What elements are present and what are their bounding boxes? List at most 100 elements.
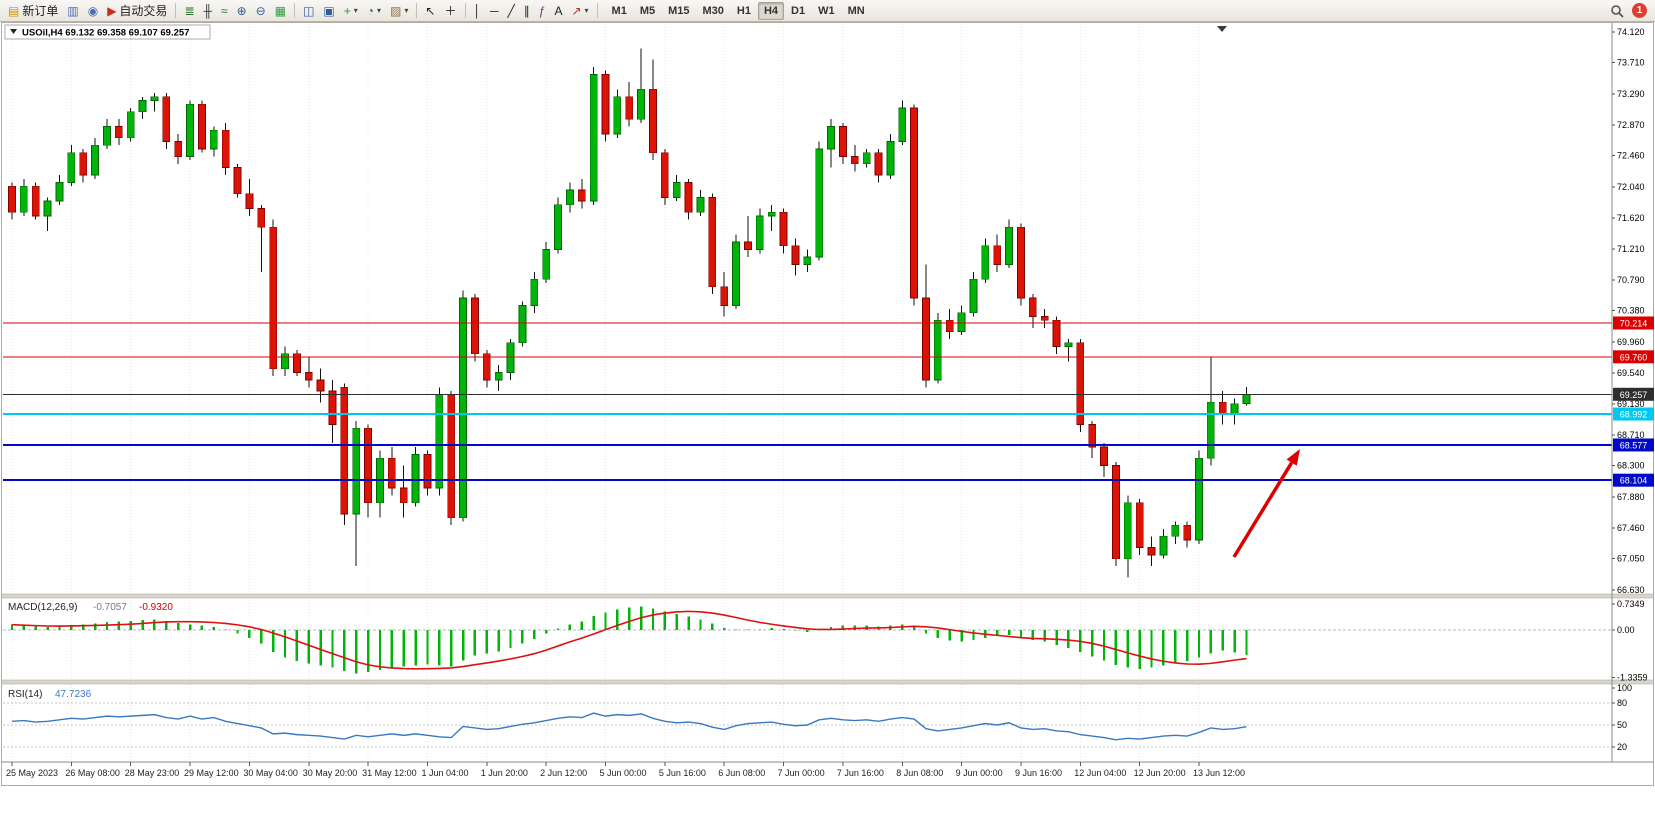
svg-text:6 Jun 08:00: 6 Jun 08:00 — [718, 768, 765, 778]
tile-windows-button[interactable]: ◫ — [299, 1, 318, 21]
periods-button[interactable]: ◔ ▾ — [363, 1, 385, 21]
toolbar-separator — [175, 3, 177, 18]
svg-text:67.050: 67.050 — [1617, 554, 1645, 564]
channel-button[interactable]: ∥ — [520, 1, 534, 21]
toolbar-right-cluster: 1 — [1610, 3, 1651, 18]
svg-text:9 Jun 00:00: 9 Jun 00:00 — [956, 768, 1003, 778]
price-tag — [1613, 350, 1654, 364]
timeframe-m1[interactable]: M1 — [611, 4, 627, 17]
auto-trading-button[interactable]: ▶ 自动交易 — [103, 1, 171, 21]
svg-text:70.380: 70.380 — [1617, 306, 1645, 316]
toolbar-icon: ◫ — [303, 3, 315, 18]
svg-text:29 May 12:00: 29 May 12:00 — [184, 768, 239, 778]
svg-text:-1.3359: -1.3359 — [1617, 672, 1648, 682]
svg-text:47.7236: 47.7236 — [55, 689, 92, 700]
svg-text:68.710: 68.710 — [1617, 430, 1645, 440]
svg-text:12 Jun 20:00: 12 Jun 20:00 — [1134, 768, 1186, 778]
svg-text:69.960: 69.960 — [1617, 337, 1645, 347]
timeframe-m30[interactable]: M30 — [702, 4, 724, 17]
chart-title: USOil,H4 69.132 69.358 69.107 69.257 — [4, 24, 211, 40]
svg-text:68.300: 68.300 — [1617, 461, 1645, 471]
indicators-button[interactable]: + ▾ — [340, 1, 362, 21]
svg-text:72.870: 72.870 — [1617, 120, 1645, 130]
svg-text:80: 80 — [1617, 698, 1627, 708]
svg-text:-0.7057: -0.7057 — [93, 602, 127, 613]
timeframe-m5[interactable]: M5 — [639, 4, 656, 17]
toolbar-icon: ▶ — [107, 3, 117, 18]
svg-text:8 Jun 08:00: 8 Jun 08:00 — [896, 768, 943, 778]
toolbar-icon: ⊕ — [236, 3, 247, 18]
timeframe-m15[interactable]: M15 — [668, 4, 690, 17]
toolbar-icon: ≈ — [221, 3, 228, 18]
search-icon[interactable] — [1610, 4, 1624, 18]
crosshair-button[interactable]: ＋ — [440, 1, 460, 21]
bar-chart-mode-button[interactable]: ≣ — [180, 1, 198, 21]
svg-text:68.577: 68.577 — [1620, 440, 1648, 450]
timeframe-w1[interactable]: W1 — [818, 4, 835, 17]
chart-window-icon[interactable]: ▥ — [63, 1, 82, 21]
svg-text:69.760: 69.760 — [1620, 352, 1648, 362]
svg-text:0.7349: 0.7349 — [1617, 599, 1645, 609]
chart-shift-marker[interactable] — [1217, 26, 1227, 32]
svg-text:69.257: 69.257 — [1620, 390, 1648, 400]
main-toolbar: ▤ 新订单 ▥ ◉ ▶ 自动交易 ≣ — [0, 0, 1655, 22]
cascade-windows-button[interactable]: ▣ — [319, 1, 338, 21]
svg-text:2 Jun 12:00: 2 Jun 12:00 — [540, 768, 587, 778]
toolbar-icon: ╫ — [203, 3, 213, 18]
chevron-down-icon: ▾ — [377, 6, 382, 15]
chevron-down-icon: ▾ — [584, 6, 589, 15]
grid-button[interactable]: ▦ — [271, 1, 290, 21]
collapse-arrow-icon[interactable] — [10, 29, 17, 34]
svg-text:30 May 20:00: 30 May 20:00 — [303, 768, 358, 778]
zoom-in-button[interactable]: ⊕ — [233, 1, 251, 21]
svg-text:RSI(14): RSI(14) — [8, 689, 42, 700]
notification-badge[interactable]: 1 — [1632, 3, 1647, 18]
toolbar-label: 新订单 — [22, 4, 59, 18]
svg-text:1 Jun 04:00: 1 Jun 04:00 — [421, 768, 468, 778]
fibonacci-button[interactable]: ƒ — [535, 1, 550, 21]
timeframe-mn[interactable]: MN — [847, 4, 865, 17]
arrows-button[interactable]: ↗ ▾ — [567, 1, 592, 21]
candle-chart-mode-button[interactable]: ╫ — [200, 1, 217, 21]
svg-text:7 Jun 16:00: 7 Jun 16:00 — [837, 768, 884, 778]
svg-text:70.790: 70.790 — [1617, 275, 1645, 285]
toolbar-icon: ƒ — [538, 3, 546, 18]
svg-text:50: 50 — [1617, 720, 1627, 730]
svg-text:1 Jun 20:00: 1 Jun 20:00 — [481, 768, 528, 778]
toolbar-icon: │ — [473, 3, 482, 18]
zoom-out-button[interactable]: ⊖ — [252, 1, 270, 21]
svg-text:5 Jun 16:00: 5 Jun 16:00 — [659, 768, 706, 778]
profiles-icon[interactable]: ◉ — [84, 1, 102, 21]
svg-text:30 May 04:00: 30 May 04:00 — [243, 768, 298, 778]
timeframe-d1[interactable]: D1 — [791, 4, 806, 17]
trendline-button[interactable]: ╱ — [504, 1, 519, 21]
templates-button[interactable]: ▨ ▾ — [386, 1, 412, 21]
level-lines[interactable] — [3, 322, 1612, 482]
cursor-button[interactable]: ↖ — [421, 1, 439, 21]
rsi-panel: RSI(14) 47.7236 — [1, 679, 1654, 748]
toolbar-icon: ▤ — [8, 3, 20, 18]
toolbar-icon: ▦ — [274, 3, 287, 18]
svg-text:20: 20 — [1617, 742, 1627, 752]
up-arrow-annotation[interactable] — [1232, 449, 1300, 558]
new-order-button[interactable]: ▤ 新订单 — [4, 1, 62, 21]
horizontal-line-button[interactable]: ─ — [486, 1, 503, 21]
toolbar-icon: ≣ — [184, 3, 195, 18]
toolbar-icon: ╱ — [507, 3, 515, 18]
svg-text:0.00: 0.00 — [1617, 625, 1635, 635]
svg-text:100: 100 — [1617, 683, 1632, 693]
macd-panel: MACD(12,26,9) -0.7057 -0.9320 — [1, 593, 1654, 674]
toolbar-separator — [416, 3, 418, 18]
svg-text:28 May 23:00: 28 May 23:00 — [125, 768, 180, 778]
svg-text:69.540: 69.540 — [1617, 368, 1645, 378]
timeframe-h4[interactable]: H4 — [757, 1, 785, 20]
timeframe-h1[interactable]: H1 — [736, 4, 751, 17]
price-tag — [1613, 473, 1654, 487]
vertical-line-button[interactable]: │ — [470, 1, 486, 21]
line-chart-mode-button[interactable]: ≈ — [217, 1, 232, 21]
svg-text:68.992: 68.992 — [1620, 410, 1648, 420]
text-button[interactable]: A — [550, 1, 566, 21]
price-tag — [1613, 438, 1654, 452]
